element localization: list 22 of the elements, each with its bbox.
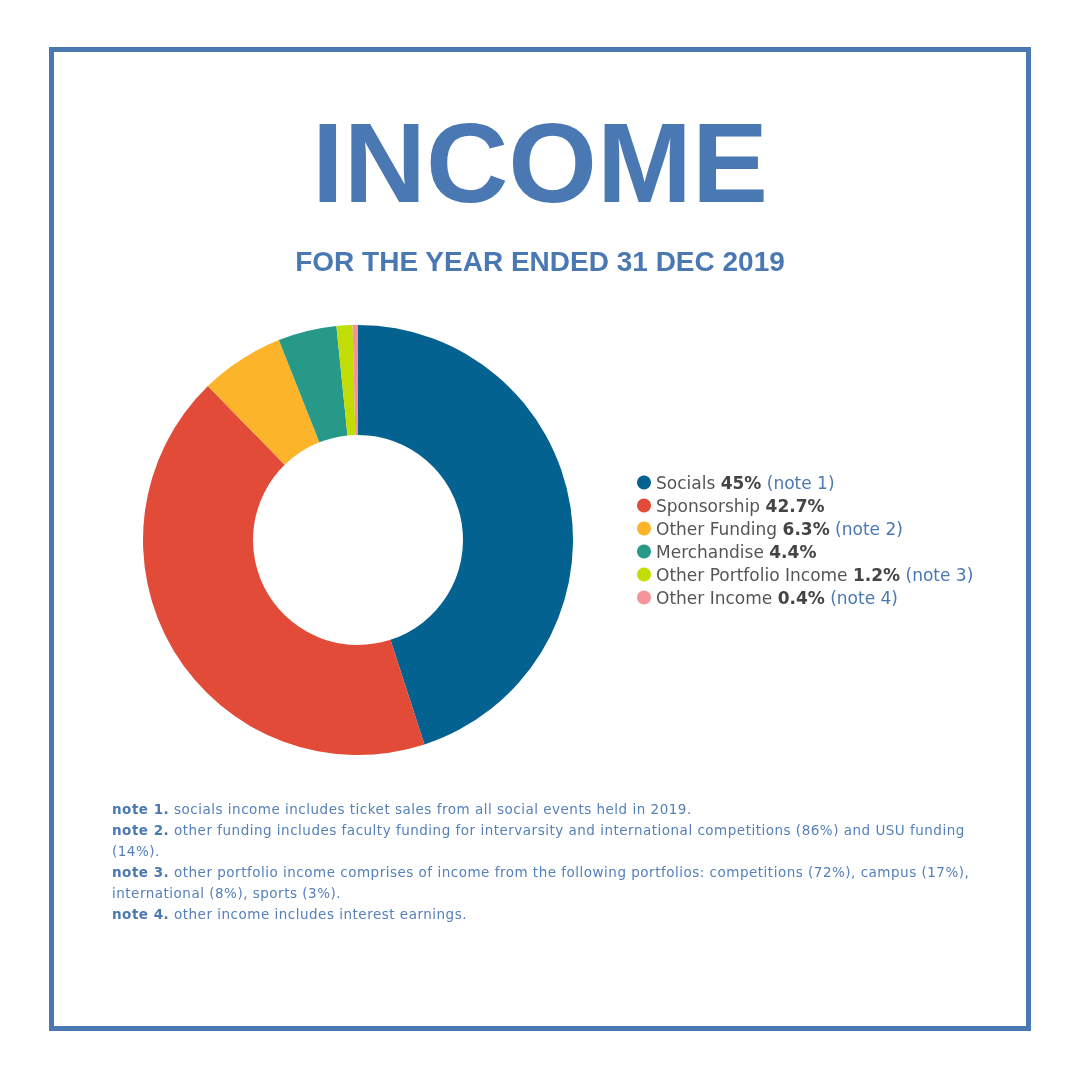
data-label: 1.2% bbox=[852, 564, 901, 585]
legend-label: Other Income bbox=[656, 587, 773, 608]
data-label: 0.4% bbox=[777, 587, 825, 608]
text: note 3. other portfolio income comprises of income from the following portfolios: competitions (72%), campus (17%), international (8%), sports (3%). bbox=[112, 864, 970, 901]
data-label: 6.3% bbox=[782, 518, 830, 539]
chart-subtitle: FOR THE YEAR ENDED 31 DEC 2019 bbox=[295, 245, 785, 277]
text: (note 3) bbox=[905, 564, 974, 585]
text: (note 4) bbox=[830, 587, 898, 608]
text: (note 2) bbox=[835, 518, 903, 539]
data-label: 4.4% bbox=[769, 541, 817, 562]
legend-label: Sponsorship bbox=[656, 495, 761, 516]
text: note 2. other funding includes faculty funding for intervarsity and international competitions (86%) and USU funding (14%). bbox=[112, 822, 965, 859]
text: (note 1) bbox=[766, 472, 835, 493]
legend-label: Socials bbox=[656, 472, 716, 493]
legend-label: Other Portfolio Income bbox=[656, 564, 848, 585]
data-label: 42.7% bbox=[765, 495, 825, 516]
text: note 4. other income includes interest earnings. bbox=[112, 906, 467, 922]
legend-label: Merchandise bbox=[656, 541, 764, 562]
legend-label: Other Funding bbox=[656, 518, 778, 539]
data-label: 45% bbox=[720, 472, 762, 493]
text: note 1. socials income includes ticket sales from all social events held in 2019. bbox=[112, 801, 692, 817]
chart-title: INCOME bbox=[312, 98, 768, 226]
